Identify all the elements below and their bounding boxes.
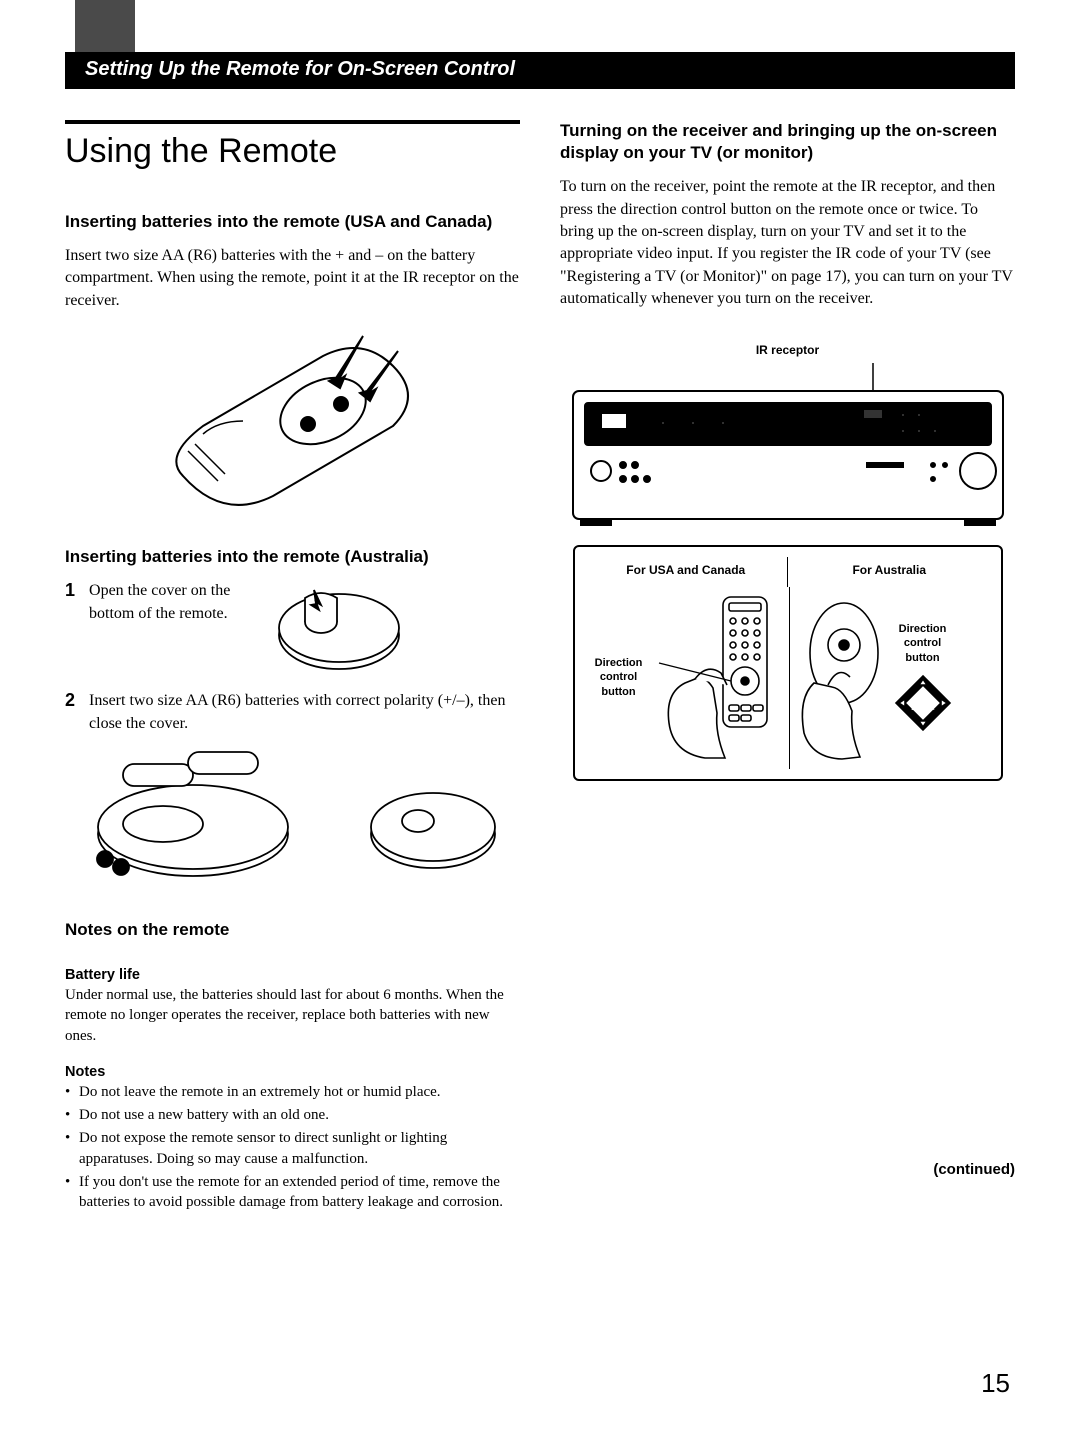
section1-body: Insert two size AA (R6) batteries with t… — [65, 245, 520, 312]
svg-text:+: + — [118, 862, 124, 874]
figure-batteries: + + b — [65, 749, 520, 889]
usa-canada-label: For USA and Canada — [626, 563, 745, 577]
right-body: To turn on the receiver, point the remot… — [560, 176, 1015, 310]
svg-text:PUSH: PUSH — [913, 697, 932, 704]
svg-text:–: – — [339, 400, 345, 411]
left-column: Using the Remote Inserting batteries int… — [65, 120, 520, 1215]
page-content: Using the Remote Inserting batteries int… — [65, 120, 1015, 1215]
remotes-comparison-box: For USA and Canada For Australia Directi… — [573, 545, 1003, 781]
note-item: Do not use a new battery with an old one… — [65, 1105, 520, 1125]
push-enter-icon: PUSH ENTER — [893, 673, 953, 733]
section1-heading: Inserting batteries into the remote (USA… — [65, 211, 520, 233]
section-banner: Setting Up the Remote for On-Screen Cont… — [65, 52, 1015, 89]
section-tab — [75, 0, 135, 52]
right-heading: Turning on the receiver and bringing up … — [560, 120, 1015, 164]
page-title: Using the Remote — [65, 132, 520, 171]
svg-text:+: + — [305, 420, 311, 431]
notes-subheading: Notes — [65, 1064, 520, 1080]
step-1: 1 Open the cover on the bottom of the re… — [65, 580, 520, 680]
figure-hand-remote-aus — [794, 593, 889, 763]
step-2: 2 Insert two size AA (R6) batteries with… — [65, 690, 520, 735]
figure-hand-remote-usa — [655, 593, 785, 763]
section2-heading: Inserting batteries into the remote (Aus… — [65, 546, 520, 568]
note-item: Do not leave the remote in an extremely … — [65, 1082, 520, 1102]
page-number: 15 — [981, 1368, 1010, 1399]
step-1-number: 1 — [65, 580, 75, 680]
direction-control-label-usa: Direction control button — [589, 656, 649, 699]
ir-receptor-label: IR receptor — [756, 343, 819, 357]
step-2-number: 2 — [65, 690, 75, 735]
notes-heading: Notes on the remote — [65, 919, 520, 941]
australia-label: For Australia — [852, 563, 926, 577]
figure-remote-usa: + – — [65, 326, 520, 516]
note-item: If you don't use the remote for an exten… — [65, 1172, 520, 1213]
step-1-text: Open the cover on the bottom of the remo… — [89, 580, 249, 625]
svg-text:b: b — [318, 802, 345, 855]
battery-life-text: Under normal use, the batteries should l… — [65, 985, 520, 1046]
notes-list: Do not leave the remote in an extremely … — [65, 1082, 520, 1213]
battery-life-heading: Battery life — [65, 967, 520, 983]
right-column: Turning on the receiver and bringing up … — [560, 120, 1015, 1215]
continued-label: (continued) — [560, 1161, 1015, 1178]
direction-control-label-aus: Direction control button — [899, 622, 947, 665]
figure-remote-open — [269, 580, 409, 680]
title-divider — [65, 120, 520, 124]
svg-text:ENTER: ENTER — [911, 705, 935, 712]
step-2-text: Insert two size AA (R6) batteries with c… — [89, 690, 520, 735]
note-item: Do not expose the remote sensor to direc… — [65, 1128, 520, 1169]
svg-text:+: + — [102, 854, 108, 866]
figure-receiver — [563, 363, 1013, 533]
